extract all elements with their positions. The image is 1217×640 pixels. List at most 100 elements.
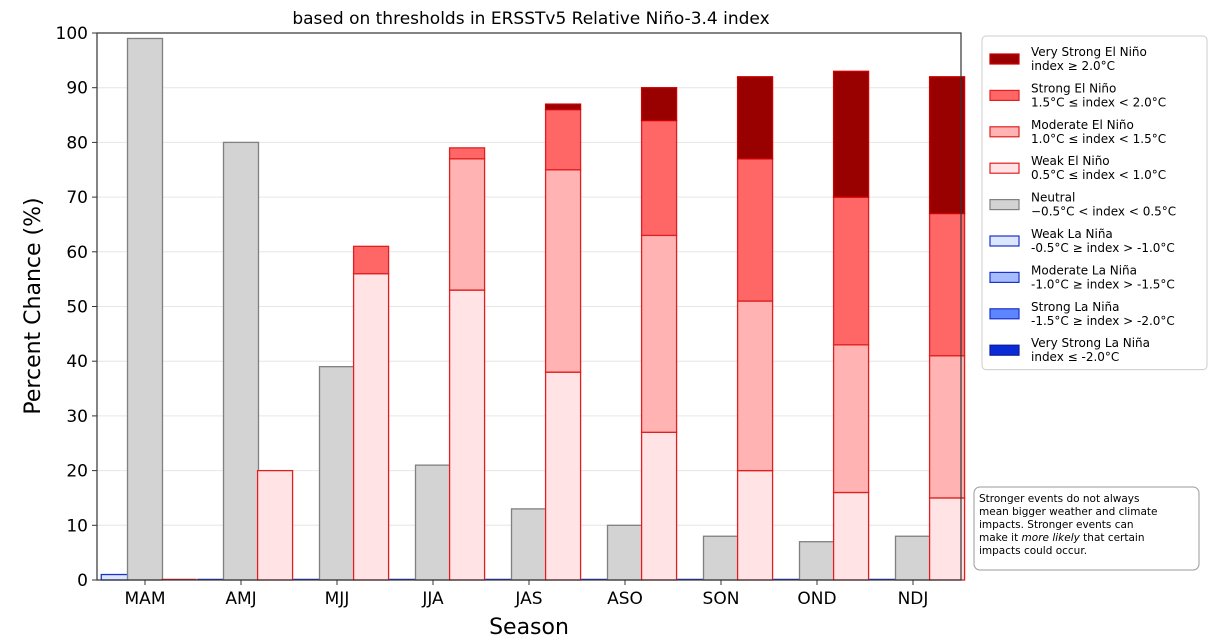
el-nino-bar-strong-el-nino bbox=[928, 212, 966, 357]
neutral-bar-neutral bbox=[894, 535, 932, 581]
el-nino-bar-weak-el-nino bbox=[352, 273, 390, 581]
y-axis: 0 10 20 30 40 50 60 70 80 90 100 bbox=[56, 24, 97, 591]
annotation-prefix: make it bbox=[979, 532, 1022, 544]
neutral-bar-neutral bbox=[126, 37, 164, 581]
legend-swatch-moderate-la-nina bbox=[989, 271, 1020, 283]
el-nino-bar-strong-el-nino bbox=[640, 119, 678, 237]
el-nino-bar-strong-el-nino bbox=[352, 245, 390, 275]
x-tick-label: JAS bbox=[514, 589, 542, 609]
el-nino-bar-moderate-el-nino bbox=[736, 300, 774, 472]
el-nino-bar-very-strong-el-nino bbox=[736, 76, 774, 160]
neutral-bar-neutral bbox=[222, 141, 260, 581]
legend-label: Very Strong La Niña bbox=[1031, 336, 1150, 350]
annotation-line: Stronger events do not always bbox=[979, 493, 1139, 505]
annotation-line: mean bigger weather and climate bbox=[979, 506, 1157, 518]
legend-threshold: -1.0°C ≥ index > -1.5°C bbox=[1031, 277, 1175, 291]
x-tick-label: ASO bbox=[607, 589, 643, 609]
el-nino-bar-moderate-el-nino bbox=[448, 158, 486, 291]
el-nino-bar-weak-el-nino bbox=[736, 469, 774, 581]
legend-threshold: 0.5°C ≤ index < 1.0°C bbox=[1031, 168, 1166, 182]
el-nino-bar-strong-el-nino bbox=[832, 196, 870, 346]
legend-threshold: index ≤ -2.0°C bbox=[1031, 350, 1119, 364]
x-tick-label: MAM bbox=[125, 589, 166, 609]
y-tick-label: 90 bbox=[66, 79, 88, 99]
legend-swatch-weak-el-nino bbox=[989, 162, 1020, 174]
legend-label: Moderate La Niña bbox=[1031, 263, 1137, 277]
legend-threshold: -0.5°C ≥ index > -1.0°C bbox=[1031, 241, 1175, 255]
x-tick-label: AMJ bbox=[225, 589, 256, 609]
el-nino-bar-weak-el-nino bbox=[832, 491, 870, 581]
y-tick-label: 0 bbox=[77, 571, 88, 591]
y-tick-label: 30 bbox=[66, 407, 88, 427]
y-tick-label: 50 bbox=[66, 298, 88, 318]
x-axis: MAM AMJ MJJ JJA JAS ASO SON OND NDJ bbox=[125, 580, 929, 609]
annotation-line: impacts could occur. bbox=[979, 545, 1087, 557]
chart-title: based on thresholds in ERSSTv5 Relative … bbox=[292, 9, 769, 29]
el-nino-bar-weak-el-nino bbox=[256, 469, 294, 581]
legend-swatch-moderate-el-nino bbox=[989, 126, 1020, 138]
x-tick-label: MJJ bbox=[325, 589, 350, 609]
annotation-emphasis: more likely bbox=[1022, 532, 1081, 544]
el-nino-bar-very-strong-el-nino bbox=[832, 70, 870, 198]
legend-label: Neutral bbox=[1031, 191, 1075, 205]
legend-threshold: −0.5°C < index < 0.5°C bbox=[1031, 205, 1176, 219]
bars bbox=[100, 37, 966, 581]
y-tick-label: 60 bbox=[66, 243, 88, 263]
legend-threshold: 1.5°C ≤ index < 2.0°C bbox=[1031, 95, 1166, 109]
neutral-bar-neutral bbox=[798, 541, 836, 581]
x-tick-label: NDJ bbox=[898, 589, 929, 609]
x-tick-label: SON bbox=[703, 589, 740, 609]
legend-swatch-weak-la-nina bbox=[989, 235, 1020, 247]
x-axis-label: Season bbox=[489, 615, 569, 640]
el-nino-bar-very-strong-el-nino bbox=[544, 103, 582, 111]
el-nino-bar-moderate-el-nino bbox=[544, 169, 582, 373]
legend-label: Strong La Niña bbox=[1031, 300, 1120, 314]
y-axis-label: Percent Chance (%) bbox=[21, 197, 46, 414]
el-nino-bar-moderate-el-nino bbox=[928, 355, 966, 499]
el-nino-bar-strong-el-nino bbox=[544, 108, 582, 171]
annotation-line: make it more likely that certain bbox=[979, 532, 1145, 544]
annotation-line: impacts. Stronger events can bbox=[979, 519, 1134, 531]
el-nino-bar-strong-el-nino bbox=[736, 158, 774, 302]
x-tick-label: OND bbox=[797, 589, 836, 609]
y-tick-label: 10 bbox=[66, 516, 88, 536]
y-tick-label: 40 bbox=[66, 352, 88, 372]
legend-label: Strong El Niño bbox=[1031, 81, 1116, 95]
legend-threshold: -1.5°C ≥ index > -2.0°C bbox=[1031, 314, 1175, 328]
y-tick-label: 100 bbox=[56, 24, 88, 44]
legend-threshold: index ≥ 2.0°C bbox=[1031, 59, 1115, 73]
el-nino-bar-moderate-el-nino bbox=[832, 344, 870, 494]
el-nino-bar-weak-el-nino bbox=[448, 289, 486, 581]
el-nino-bar-weak-el-nino bbox=[640, 431, 678, 581]
y-tick-label: 70 bbox=[66, 188, 88, 208]
neutral-bar-neutral bbox=[702, 535, 740, 581]
legend-swatch-very-strong-la-nina bbox=[989, 344, 1020, 356]
annotation-suffix: that certain bbox=[1080, 532, 1145, 544]
annotation-frame bbox=[973, 486, 1200, 571]
el-nino-bar-strong-el-nino bbox=[448, 147, 486, 160]
legend-frame bbox=[981, 35, 1208, 371]
legend-swatch-strong-el-nino bbox=[989, 89, 1020, 102]
legend-threshold: 1.0°C ≤ index < 1.5°C bbox=[1031, 132, 1166, 146]
el-nino-bar-very-strong-el-nino bbox=[640, 87, 678, 122]
neutral-bar-neutral bbox=[414, 464, 452, 581]
x-tick-label: JJA bbox=[421, 589, 444, 609]
el-nino-bar-very-strong-el-nino bbox=[928, 76, 966, 215]
neutral-bar-neutral bbox=[606, 524, 644, 581]
legend-label: Weak El Niño bbox=[1031, 154, 1110, 168]
legend-swatch-very-strong-el-nino bbox=[989, 53, 1020, 65]
neutral-bar-neutral bbox=[510, 508, 548, 581]
el-nino-bar-moderate-el-nino bbox=[640, 234, 678, 433]
y-tick-label: 80 bbox=[66, 133, 88, 153]
legend-swatch-neutral bbox=[989, 199, 1020, 211]
legend-swatch-strong-la-nina bbox=[989, 308, 1020, 320]
el-nino-bar-weak-el-nino bbox=[928, 497, 966, 581]
la-nina-bar-weak-la-nina bbox=[100, 573, 129, 581]
legend-label: Moderate El Niño bbox=[1031, 118, 1134, 132]
legend-label: Very Strong El Niño bbox=[1031, 45, 1147, 59]
el-nino-bar-weak-el-nino bbox=[544, 371, 582, 581]
neutral-bar-neutral bbox=[318, 366, 356, 581]
